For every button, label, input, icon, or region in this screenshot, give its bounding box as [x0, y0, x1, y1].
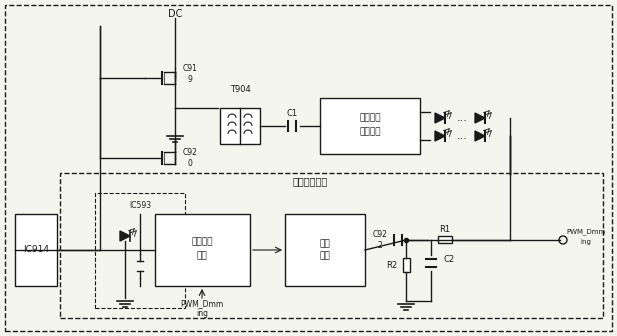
Text: 光耦反馈电路: 光耦反馈电路 — [292, 176, 328, 186]
Text: C1: C1 — [286, 110, 297, 119]
Text: C2: C2 — [444, 255, 455, 264]
Polygon shape — [475, 113, 485, 123]
Text: PWM_Dmm: PWM_Dmm — [566, 228, 606, 236]
Text: DC: DC — [168, 9, 182, 19]
FancyBboxPatch shape — [220, 108, 260, 144]
FancyBboxPatch shape — [155, 214, 250, 286]
Text: 电路: 电路 — [197, 252, 207, 260]
Text: ...: ... — [457, 131, 468, 141]
Text: R2: R2 — [386, 260, 397, 269]
Polygon shape — [120, 231, 130, 241]
Text: 光耦驱动: 光耦驱动 — [191, 238, 213, 247]
Text: ing: ing — [581, 239, 592, 245]
Text: PWM_Dmm: PWM_Dmm — [180, 299, 223, 308]
Text: IC593: IC593 — [129, 202, 151, 210]
Text: ...: ... — [457, 113, 468, 123]
Text: R1: R1 — [439, 225, 450, 235]
FancyBboxPatch shape — [438, 236, 452, 243]
Text: C91
9: C91 9 — [183, 64, 197, 84]
Text: 电路: 电路 — [320, 252, 330, 260]
FancyBboxPatch shape — [15, 214, 57, 286]
Text: C92
2: C92 2 — [373, 230, 387, 250]
FancyBboxPatch shape — [403, 258, 410, 272]
Text: 放大: 放大 — [320, 240, 330, 249]
FancyBboxPatch shape — [320, 98, 420, 154]
Polygon shape — [475, 131, 485, 141]
Text: T904: T904 — [230, 85, 251, 94]
Text: 电压差异: 电压差异 — [359, 114, 381, 123]
Text: C92
0: C92 0 — [183, 148, 197, 168]
Polygon shape — [435, 131, 445, 141]
Text: IC914: IC914 — [23, 246, 49, 254]
Text: ing: ing — [196, 309, 208, 319]
FancyBboxPatch shape — [285, 214, 365, 286]
Text: 平衡电路: 平衡电路 — [359, 127, 381, 136]
Polygon shape — [435, 113, 445, 123]
